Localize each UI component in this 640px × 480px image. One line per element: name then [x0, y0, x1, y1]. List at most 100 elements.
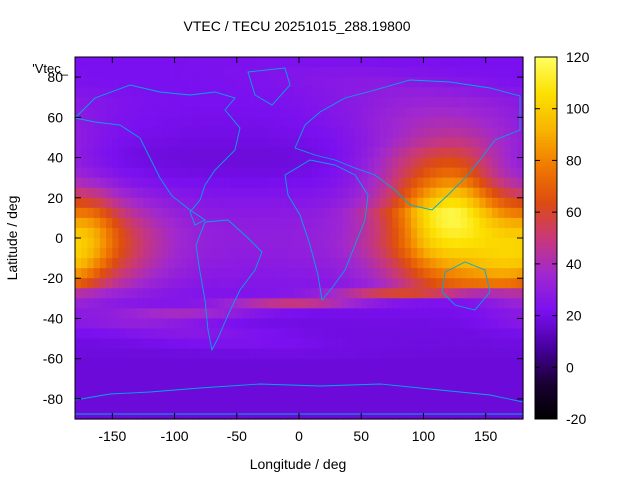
heatmap-cell — [274, 268, 281, 279]
heatmap-cell — [379, 298, 387, 309]
heatmap-cell — [317, 197, 325, 209]
heatmap-cell — [274, 57, 281, 68]
heatmap-cell — [174, 227, 182, 239]
heatmap-cell — [93, 288, 101, 299]
heatmap-cell — [280, 268, 288, 279]
colorbar-segment — [535, 134, 557, 138]
heatmap-cell — [504, 398, 512, 410]
heatmap-cell — [243, 368, 250, 380]
heatmap-cell — [342, 278, 350, 289]
heatmap-cell — [330, 137, 337, 149]
heatmap-cell — [87, 318, 95, 330]
heatmap-cell — [448, 137, 456, 149]
heatmap-cell — [155, 67, 163, 78]
heatmap-cell — [137, 318, 145, 330]
heatmap-cell — [255, 318, 263, 330]
heatmap-cell — [460, 258, 468, 269]
heatmap-cell — [162, 288, 169, 299]
heatmap-cell — [236, 87, 244, 98]
heatmap-cell — [174, 127, 182, 139]
heatmap-cell — [131, 217, 138, 229]
heatmap-cell — [330, 147, 337, 159]
heatmap-cell — [323, 358, 331, 370]
heatmap-cell — [81, 127, 89, 139]
heatmap-cell — [143, 57, 151, 68]
heatmap-cell — [236, 227, 244, 239]
heatmap-cell — [75, 348, 82, 360]
heatmap-cell — [112, 258, 120, 269]
heatmap-cell — [504, 177, 512, 189]
heatmap-cell — [379, 87, 387, 98]
heatmap-cell — [361, 248, 369, 259]
heatmap-cell — [112, 117, 120, 128]
heatmap-cell — [299, 238, 306, 249]
heatmap-cell — [243, 388, 250, 400]
heatmap-cell — [187, 248, 194, 259]
heatmap-cell — [99, 207, 107, 219]
heatmap-cell — [417, 97, 425, 108]
heatmap-cell — [373, 187, 381, 199]
heatmap-cell — [106, 137, 113, 149]
heatmap-cell — [149, 167, 157, 179]
heatmap-cell — [485, 157, 493, 169]
heatmap-cell — [467, 77, 474, 88]
heatmap-cell — [404, 258, 412, 269]
heatmap-cell — [236, 268, 244, 279]
heatmap-cell — [267, 67, 275, 78]
heatmap-cell — [87, 127, 95, 139]
heatmap-cell — [255, 67, 263, 78]
heatmap-cell — [467, 268, 474, 279]
heatmap-cell — [155, 238, 163, 249]
heatmap-cell — [491, 398, 499, 410]
heatmap-cell — [230, 388, 238, 400]
heatmap-cell — [454, 217, 462, 229]
heatmap-cell — [342, 147, 350, 159]
heatmap-cell — [236, 318, 244, 330]
heatmap-cell — [336, 137, 344, 149]
heatmap-cell — [448, 107, 456, 118]
heatmap-cell — [379, 388, 387, 400]
heatmap-cell — [467, 328, 474, 340]
heatmap-cell — [373, 278, 381, 289]
colorbar-segment — [535, 323, 557, 327]
heatmap-cell — [124, 288, 132, 299]
heatmap-cell — [155, 137, 163, 149]
heatmap-cell — [131, 398, 138, 410]
heatmap-cell — [274, 328, 281, 340]
colorbar-tick-label: 100 — [566, 101, 590, 117]
heatmap-cell — [373, 67, 381, 78]
heatmap-cell — [411, 157, 418, 169]
heatmap-cell — [205, 298, 213, 309]
heatmap-cell — [224, 67, 232, 78]
heatmap-cell — [255, 57, 263, 68]
heatmap-cell — [106, 77, 113, 88]
heatmap-cell — [143, 258, 151, 269]
heatmap-cell — [299, 197, 306, 209]
heatmap-cell — [404, 238, 412, 249]
heatmap-cell — [311, 177, 319, 189]
heatmap-cell — [460, 197, 468, 209]
heatmap-cell — [274, 388, 281, 400]
heatmap-cell — [211, 97, 219, 108]
heatmap-cell — [155, 87, 163, 98]
heatmap-cell — [510, 227, 518, 239]
heatmap-cell — [286, 378, 294, 390]
heatmap-cell — [143, 207, 151, 219]
heatmap-cell — [149, 398, 157, 410]
heatmap-cell — [299, 117, 306, 128]
heatmap-cell — [311, 288, 319, 299]
heatmap-cell — [93, 298, 101, 309]
heatmap-cell — [404, 87, 412, 98]
heatmap-cell — [398, 358, 406, 370]
heatmap-cell — [386, 157, 393, 169]
heatmap-cell — [230, 238, 238, 249]
heatmap-cell — [280, 227, 288, 239]
heatmap-cell — [355, 107, 362, 118]
heatmap-cell — [143, 167, 151, 179]
heatmap-cell — [143, 137, 151, 149]
heatmap-cell — [99, 338, 107, 350]
heatmap-cell — [180, 288, 188, 299]
heatmap-cell — [243, 217, 250, 229]
heatmap-cell — [243, 147, 250, 159]
heatmap-cell — [510, 238, 518, 249]
